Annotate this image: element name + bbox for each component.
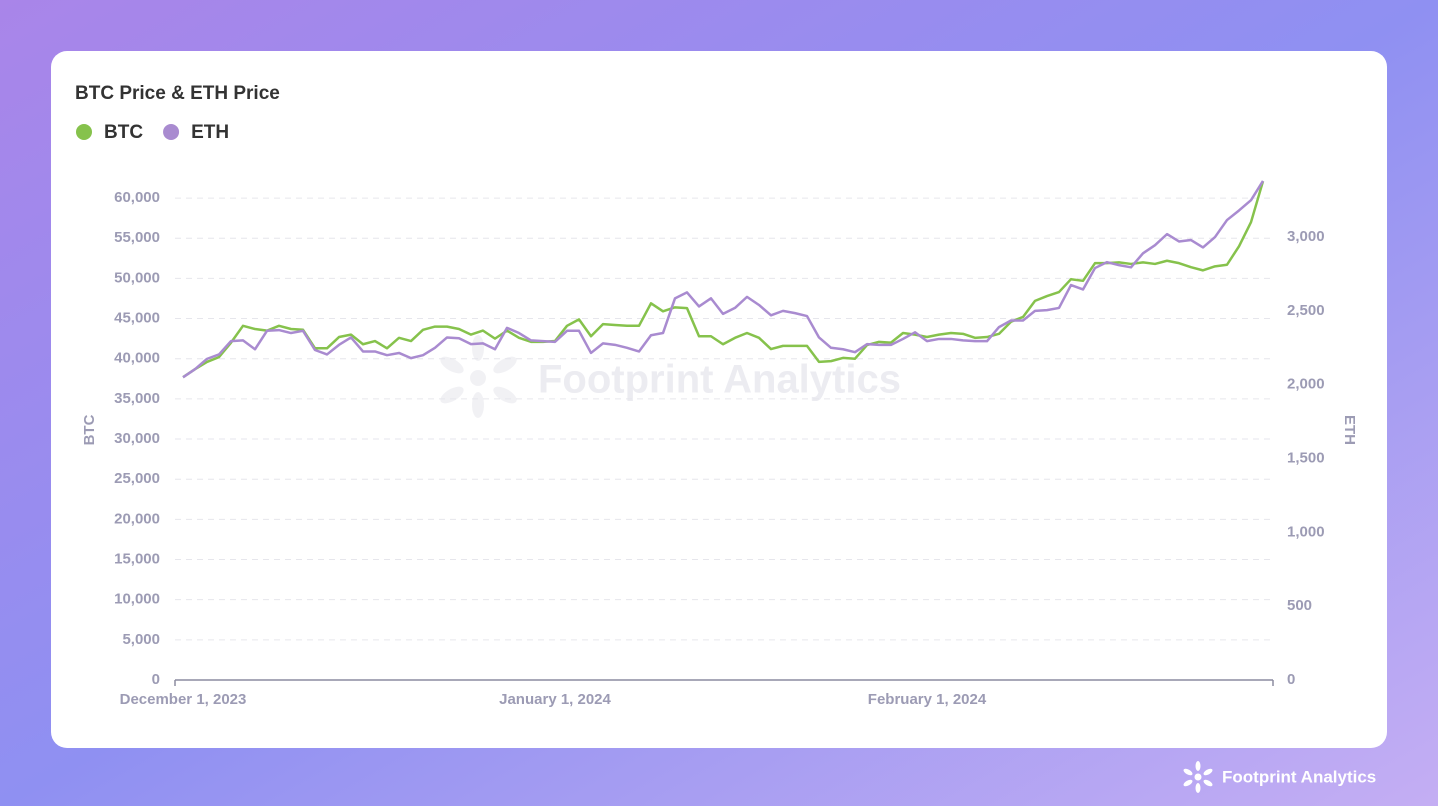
y-tick-label: 60,000 [114, 189, 160, 206]
x-tick-label: January 1, 2024 [499, 691, 611, 708]
y2-tick-label: 1,000 [1287, 523, 1325, 540]
y-tick-label: 50,000 [114, 269, 160, 286]
y2-axis-label: ETH [1341, 415, 1358, 445]
y-tick-label: 25,000 [114, 470, 160, 487]
brand-icon [1183, 761, 1213, 793]
y2-tick-label: 2,000 [1287, 376, 1325, 393]
y-tick-label: 55,000 [114, 229, 160, 246]
legend-label: ETH [191, 122, 229, 143]
y2-tick-label: 1,500 [1287, 449, 1325, 466]
brand: Footprint Analytics [1222, 767, 1376, 786]
y-tick-label: 10,000 [114, 591, 160, 608]
y-tick-label: 20,000 [114, 510, 160, 527]
watermark: Footprint Analytics [538, 358, 901, 402]
x-tick-label: December 1, 2023 [120, 691, 247, 708]
y-tick-label: 5,000 [122, 631, 160, 648]
line-series [182, 180, 1265, 379]
legend-marker [163, 124, 180, 140]
y2-tick-label: 0 [1287, 671, 1295, 688]
line-series [182, 180, 1265, 379]
legend-label: BTC [104, 122, 143, 143]
y-tick-label: 40,000 [114, 350, 160, 367]
legend-marker [76, 124, 92, 140]
chart-title: BTC Price & ETH Price [75, 83, 280, 104]
y-tick-label: 0 [152, 671, 160, 688]
y2-tick-label: 3,000 [1287, 228, 1325, 245]
y-axis-label: BTC [81, 414, 98, 445]
y-tick-label: 15,000 [114, 550, 160, 567]
y2-tick-label: 500 [1287, 597, 1312, 614]
y-tick-label: 30,000 [114, 430, 160, 447]
y-tick-label: 35,000 [114, 390, 160, 407]
x-tick-label: February 1, 2024 [868, 691, 987, 708]
y2-tick-label: 2,500 [1287, 302, 1325, 319]
card [51, 51, 1387, 748]
y-tick-label: 45,000 [114, 310, 160, 327]
